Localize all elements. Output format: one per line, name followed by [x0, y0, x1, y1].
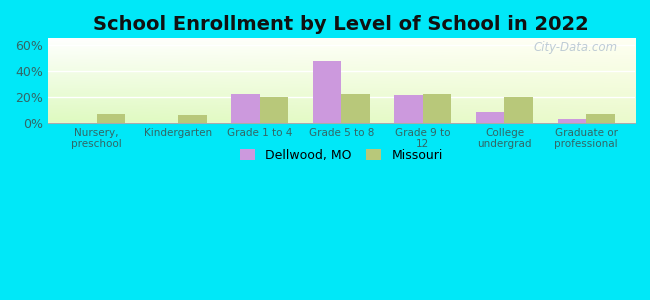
Legend: Dellwood, MO, Missouri: Dellwood, MO, Missouri: [235, 144, 448, 167]
Bar: [341, 94, 370, 123]
Bar: [260, 97, 289, 123]
Bar: [558, 119, 586, 123]
Bar: [395, 95, 423, 123]
Text: City-Data.com: City-Data.com: [533, 41, 618, 54]
Bar: [423, 94, 452, 123]
Title: School Enrollment by Level of School in 2022: School Enrollment by Level of School in …: [94, 15, 590, 34]
Bar: [313, 61, 341, 123]
Bar: [586, 114, 615, 123]
Bar: [504, 98, 533, 123]
Bar: [476, 112, 504, 123]
Bar: [231, 94, 260, 123]
Bar: [178, 115, 207, 123]
Bar: [97, 114, 125, 123]
